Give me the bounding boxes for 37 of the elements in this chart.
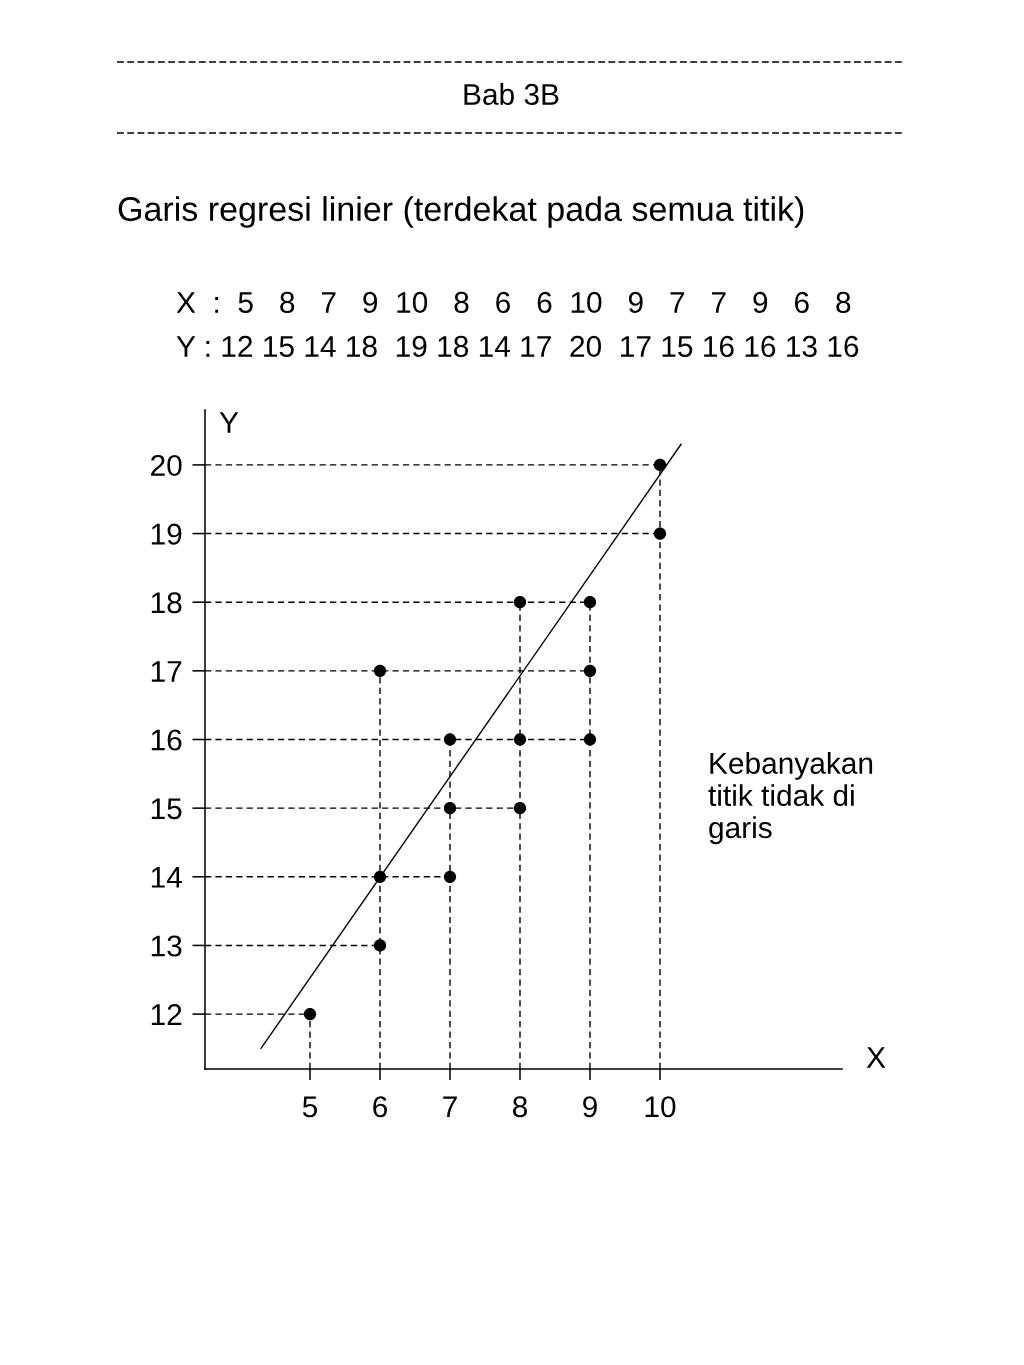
point	[443, 870, 457, 883]
point	[373, 870, 387, 883]
point	[373, 939, 387, 952]
y-axis-title: Y	[219, 412, 239, 433]
y-tick-label: 16	[151, 729, 182, 751]
chart-subtitle: Garis regresi linier (terdekat pada semua titik)	[118, 196, 804, 228]
point	[513, 733, 527, 746]
point	[303, 1007, 317, 1021]
text: Y : 12 15 14 18 19 18 14 17 20 17 15 16 16 13 16	[176, 335, 859, 358]
x-axis-title: X	[866, 1047, 886, 1068]
y-tick-label: 17	[151, 661, 182, 682]
point	[653, 527, 667, 540]
x-tick-label: 7	[443, 1096, 457, 1118]
x-tick-label: 6	[373, 1096, 387, 1118]
y-tick-label: 19	[151, 523, 182, 545]
y-tick-label: 15	[151, 798, 182, 820]
x-tick-label: 5	[302, 1096, 318, 1118]
point	[443, 802, 457, 815]
y-tick-label: 12	[151, 1004, 182, 1025]
y-tick-label: 20	[151, 454, 182, 477]
x-tick-label: 10	[645, 1096, 676, 1118]
chart-title: Bab 3B	[464, 83, 559, 106]
point	[583, 733, 597, 746]
x-tick-label: 9	[583, 1096, 597, 1118]
point	[443, 733, 457, 746]
point	[583, 596, 597, 609]
point	[513, 802, 527, 815]
y-tick-label: 13	[151, 935, 182, 957]
text: X : 5 8 7 9 10 8 6 6 10 9 7 7 9 6 8	[176, 291, 851, 314]
point	[373, 664, 387, 677]
y-tick-label: 14	[151, 867, 182, 888]
annotation: Kebanyakan titik tidak di garis	[708, 752, 873, 845]
y-tick-label: 18	[151, 592, 182, 614]
point	[583, 664, 597, 677]
x-tick-label: 8	[512, 1096, 528, 1118]
point	[653, 458, 667, 472]
point	[513, 596, 527, 609]
